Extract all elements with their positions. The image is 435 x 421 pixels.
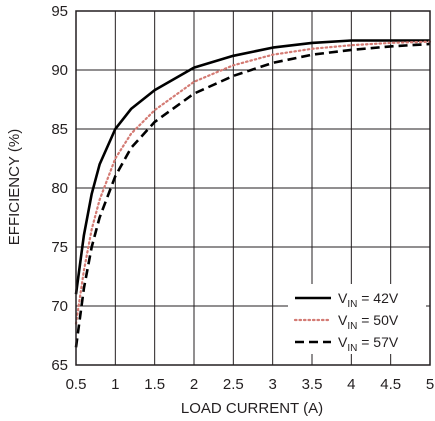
y-tick-label: 75 [51,239,68,256]
y-tick-label: 90 [51,62,68,79]
series-line-57v [74,42,431,348]
x-tick-labels: 0.5 1 1.5 2 2.5 3 3.5 4 4.5 5 [66,376,435,393]
x-tick-label: 4 [347,376,355,393]
x-tick-label: 3 [268,376,276,393]
y-tick-label: 95 [51,3,68,20]
y-tick-label: 85 [51,121,68,138]
x-tick-label: 4.5 [380,376,401,393]
legend-entry: VIN = 42V [295,290,399,310]
plot-frame [75,10,431,366]
series-line-42v [74,39,430,295]
x-tick-label: 1.5 [144,376,165,393]
legend-entry: VIN = 50V [293,312,399,332]
x-tick-label: 5 [426,376,434,393]
x-tick-label: 0.5 [66,376,87,393]
legend-label-57v: VIN = 57V [338,334,399,354]
legend-entry: VIN = 57V [295,334,399,354]
legend-label-50v: VIN = 50V [338,312,399,332]
y-tick-label: 70 [51,298,68,315]
series-line-50v [74,40,432,325]
series-lines [74,39,432,348]
x-tick-label: 2.5 [223,376,244,393]
y-tick-label: 80 [51,180,68,197]
x-tick-label: 3.5 [302,376,323,393]
legend: VIN = 42V VIN = 50V VIN = 57V [288,284,426,354]
y-axis-label: EFFICIENCY (%) [6,129,23,245]
x-axis-label: LOAD CURRENT (A) [181,400,323,417]
legend-label-42v: VIN = 42V [338,290,399,310]
x-tick-label: 1 [111,376,119,393]
y-tick-label: 65 [51,357,68,374]
x-tick-label: 2 [190,376,198,393]
y-tick-labels: 65 70 75 80 85 90 95 [51,3,68,374]
